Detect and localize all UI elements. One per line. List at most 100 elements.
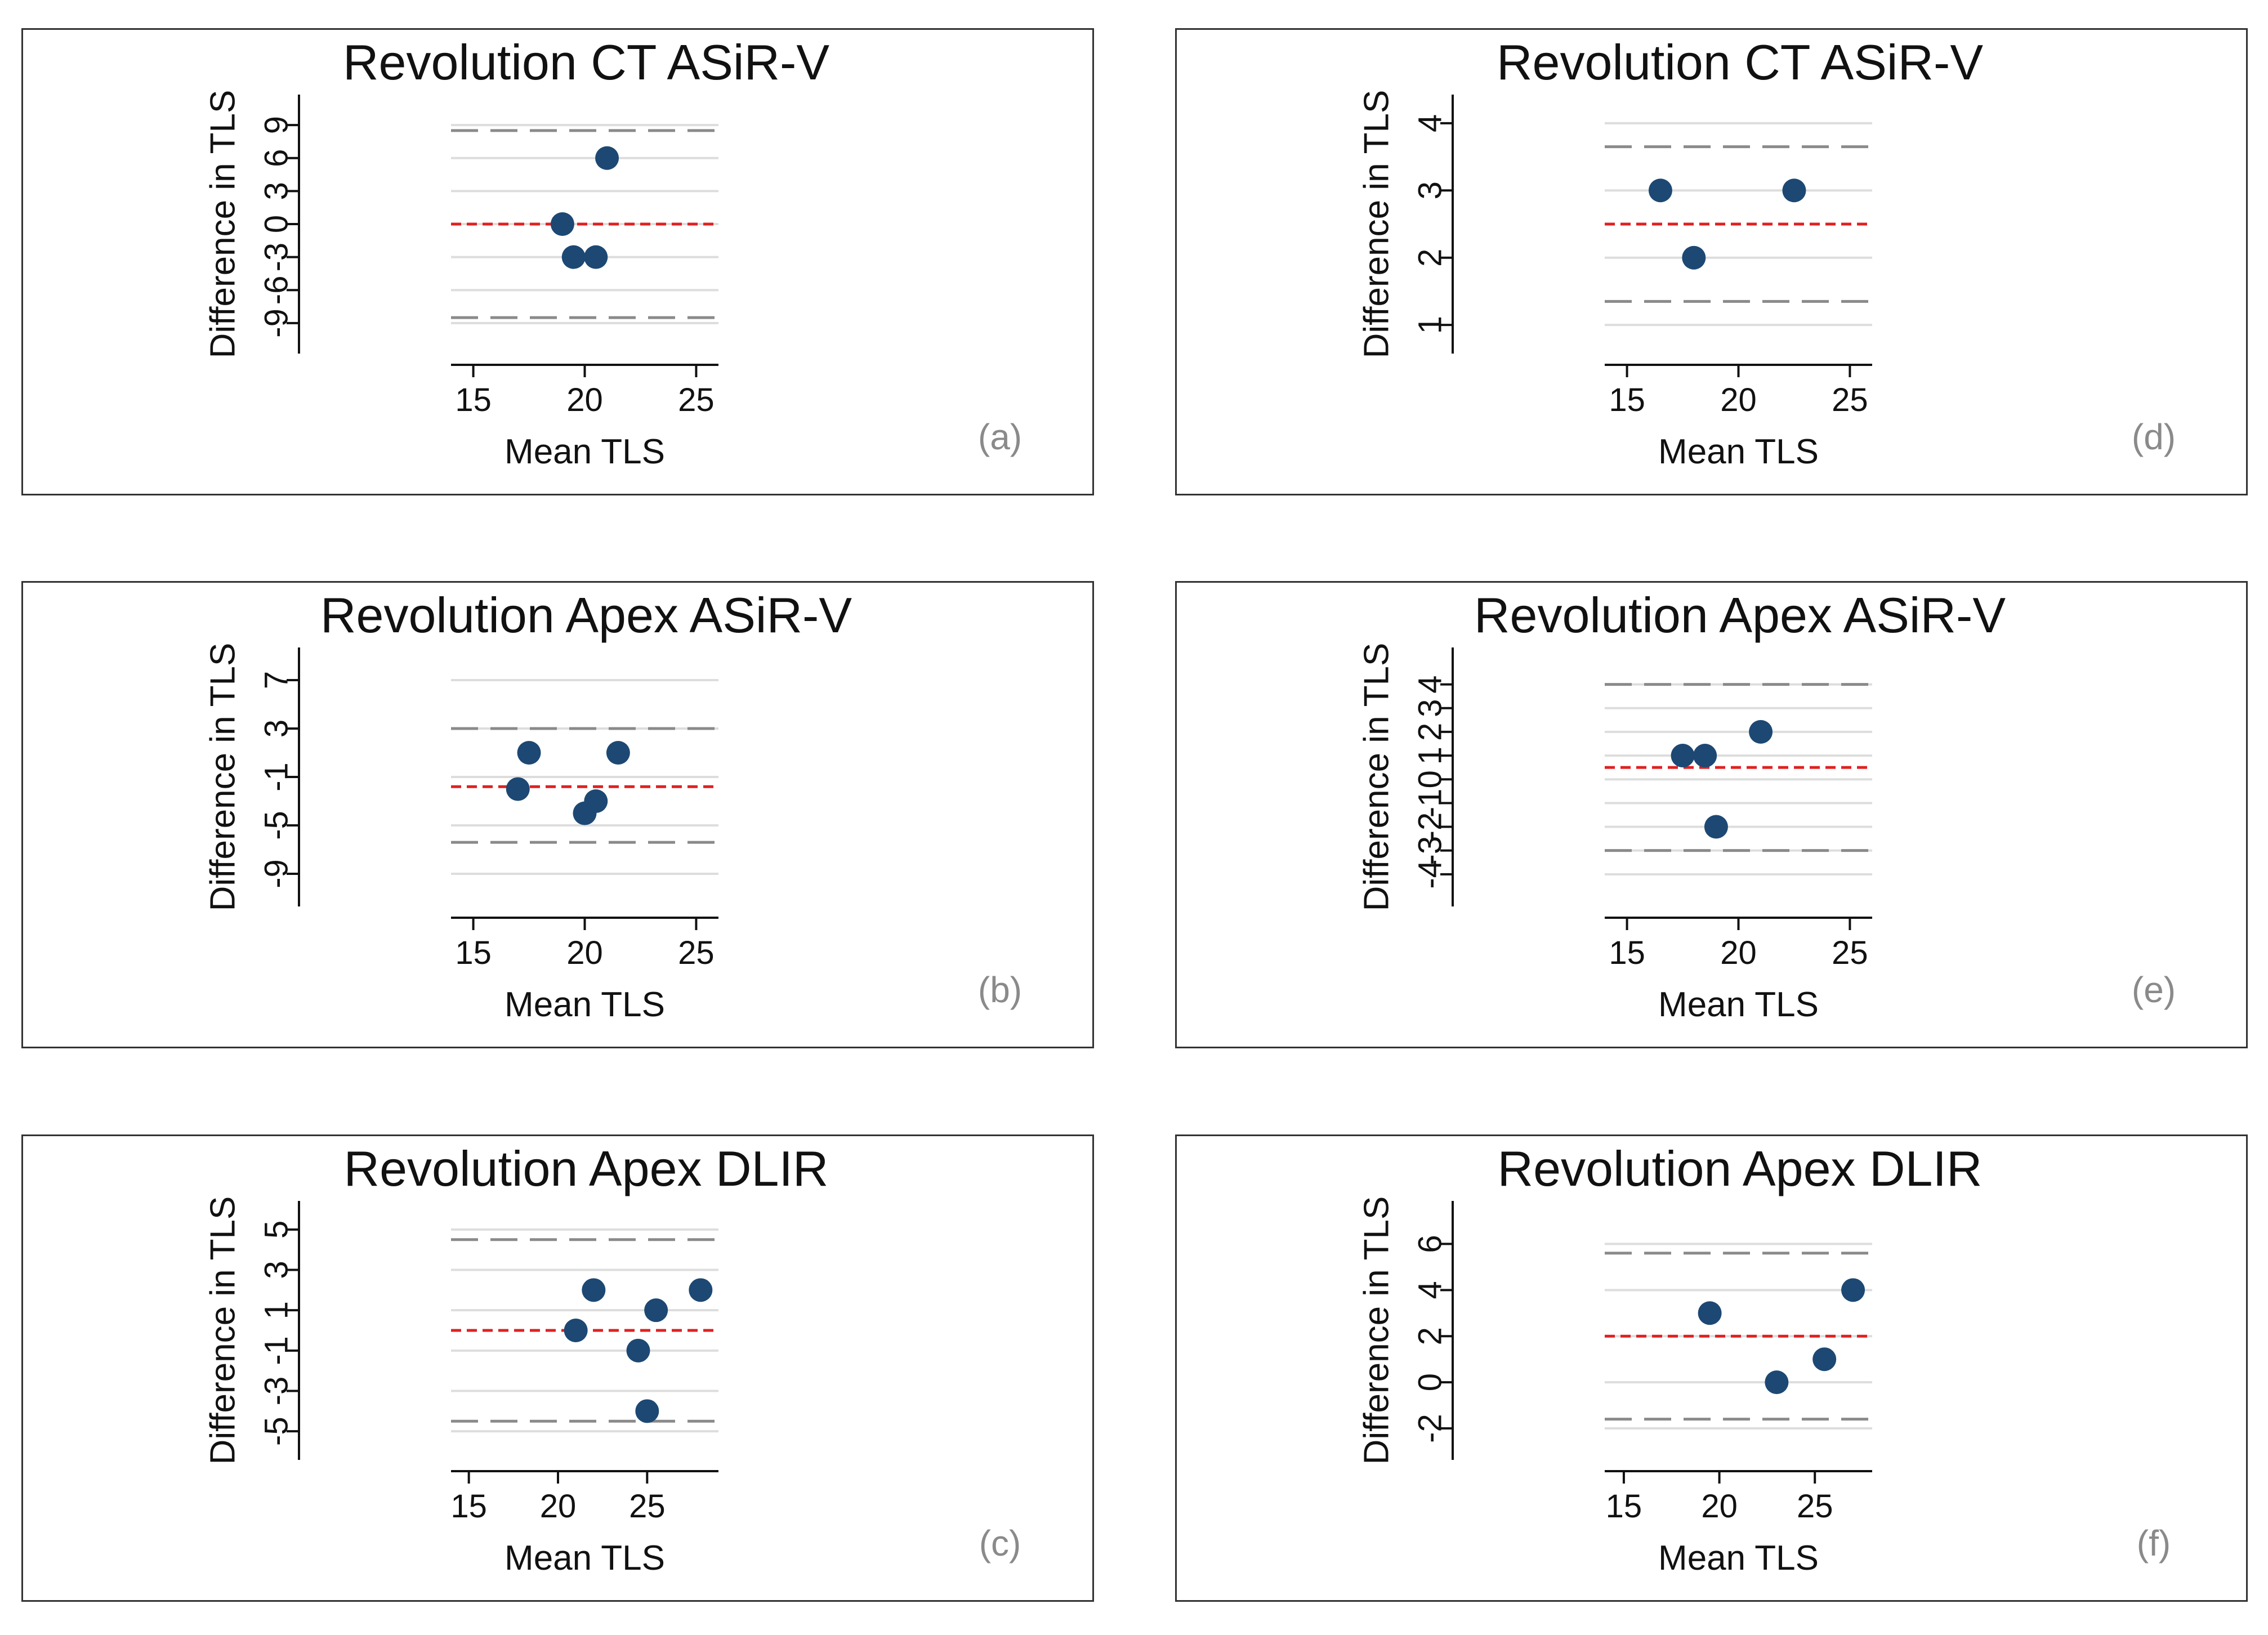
panel-label: (b) <box>978 970 1022 1010</box>
data-point <box>1841 1278 1865 1302</box>
panel-label: (f) <box>2137 1523 2171 1563</box>
data-point <box>573 801 597 825</box>
data-point <box>595 146 619 170</box>
y-tick-label: 4 <box>1412 1281 1449 1299</box>
chart-panel-a: Revolution CT ASiR-V -9 -6 -3 0 3 6 9 Difference… <box>21 28 1094 495</box>
data-point <box>1648 178 1672 203</box>
chart-title: Revolution Apex DLIR <box>344 1141 829 1196</box>
data-point <box>1704 815 1728 839</box>
y-tick-label: 2 <box>1412 1327 1449 1345</box>
y-tick-label: 1 <box>1412 316 1449 334</box>
data-point <box>1693 744 1717 768</box>
y-tick-label: 3 <box>258 720 295 738</box>
y-tick-label: 4 <box>1412 675 1449 693</box>
data-point <box>1671 744 1695 768</box>
y-tick-label: 3 <box>258 182 295 200</box>
data-point <box>626 1338 650 1362</box>
y-tick-label: 0 <box>258 215 295 233</box>
x-tick-label: 20 <box>1720 382 1757 418</box>
data-point <box>1812 1347 1837 1372</box>
y-tick-label: 5 <box>258 1221 295 1239</box>
x-tick-label: 20 <box>1701 1488 1738 1525</box>
y-tick-label: -2 <box>1412 1414 1449 1443</box>
y-tick-label: -1 <box>258 762 295 792</box>
y-tick-label: 3 <box>258 1261 295 1279</box>
y-tick-label: -5 <box>258 1417 295 1446</box>
data-point <box>506 777 530 801</box>
chart-panel-e: Revolution Apex ASiR-V -4 -3 -2 -1 0 1 2 3 4 Diffe… <box>1175 581 2248 1048</box>
data-point <box>1782 178 1806 203</box>
y-axis-label: Difference in TLS <box>204 643 243 912</box>
chart-title: Revolution Apex ASiR-V <box>1474 587 2006 643</box>
chart-panel-c: Revolution Apex DLIR -5 -3 -1 1 3 5 Difference … <box>21 1134 1094 1602</box>
data-point <box>689 1278 713 1302</box>
x-tick-label: 25 <box>1797 1488 1833 1525</box>
chart-svg: Revolution Apex DLIR -5 -3 -1 1 3 5 Difference … <box>204 1141 1021 1578</box>
data-point <box>582 1278 606 1302</box>
x-tick-label: 25 <box>678 382 715 418</box>
chart-panel-d: Revolution CT ASiR-V 1 2 3 4 Difference in TL… <box>1175 28 2248 495</box>
y-tick-label: -3 <box>258 243 295 272</box>
y-axis-label: Difference in TLS <box>1358 1196 1396 1465</box>
x-tick-label: 25 <box>1832 382 1868 418</box>
chart-svg: Revolution CT ASiR-V -9 -6 -3 0 3 6 9 Difference… <box>204 34 1023 471</box>
data-point <box>635 1399 659 1423</box>
y-tick-label: 2 <box>1412 723 1449 741</box>
y-tick-label: -3 <box>258 1377 295 1406</box>
y-tick-label: 3 <box>1412 181 1449 199</box>
data-point <box>1682 245 1706 270</box>
y-tick-label: 4 <box>1412 114 1449 132</box>
chart-title: Revolution CT ASiR-V <box>343 34 829 90</box>
data-point <box>1749 720 1773 744</box>
data-point <box>1698 1301 1722 1325</box>
data-point <box>550 212 574 236</box>
y-tick-label: 7 <box>258 671 295 689</box>
x-tick-label: 20 <box>1720 935 1757 971</box>
data-point <box>584 245 608 269</box>
x-axis-label: Mean TLS <box>505 985 665 1024</box>
chart-panel-b: Revolution Apex ASiR-V -9 -5 -1 3 7 Difference… <box>21 581 1094 1048</box>
data-point <box>564 1319 588 1342</box>
chart-svg: Revolution Apex DLIR -2 0 2 4 6 Difference in … <box>1358 1141 2171 1578</box>
x-tick-label: 15 <box>1606 1488 1642 1525</box>
chart-title: Revolution CT ASiR-V <box>1497 34 1983 90</box>
y-tick-label: -1 <box>1412 789 1449 818</box>
y-tick-label: 6 <box>258 149 295 167</box>
y-tick-label: 2 <box>1412 249 1449 267</box>
y-axis-label: Difference in TLS <box>1358 643 1396 912</box>
chart-title: Revolution Apex ASiR-V <box>320 587 852 643</box>
x-tick-label: 25 <box>1832 935 1868 971</box>
chart-svg: Revolution Apex ASiR-V -9 -5 -1 3 7 Difference… <box>204 587 1023 1024</box>
x-tick-label: 15 <box>455 935 492 971</box>
y-axis-label: Difference in TLS <box>204 90 243 359</box>
y-tick-label: 3 <box>1412 699 1449 717</box>
y-tick-label: -3 <box>1412 836 1449 865</box>
y-tick-label: -2 <box>1412 812 1449 842</box>
panel-label: (e) <box>2132 970 2176 1010</box>
x-axis-label: Mean TLS <box>1658 985 1819 1024</box>
x-axis-label: Mean TLS <box>1658 432 1819 471</box>
y-tick-label: -5 <box>258 811 295 840</box>
y-tick-label: -1 <box>258 1336 295 1365</box>
y-tick-label: -9 <box>258 309 295 338</box>
x-tick-label: 15 <box>450 1488 487 1525</box>
y-tick-label: -4 <box>1412 860 1449 889</box>
x-axis-label: Mean TLS <box>505 432 665 471</box>
chart-panel-f: Revolution Apex DLIR -2 0 2 4 6 Difference in … <box>1175 1134 2248 1602</box>
y-axis-label: Difference in TLS <box>1358 90 1396 359</box>
y-tick-label: 0 <box>1412 1373 1449 1391</box>
chart-svg: Revolution Apex ASiR-V -4-3-2-10 1 2 3 4 Diffe… <box>1358 587 2176 1024</box>
x-tick-label: 15 <box>1609 382 1645 418</box>
x-axis-label: Mean TLS <box>1658 1539 1819 1578</box>
data-point <box>606 741 630 765</box>
y-tick-label: -6 <box>258 275 295 305</box>
x-tick-label: 15 <box>455 382 492 418</box>
data-point <box>561 245 586 269</box>
y-tick-label: 1 <box>1412 747 1449 765</box>
x-tick-label: 15 <box>1609 935 1645 971</box>
x-tick-label: 20 <box>566 382 603 418</box>
panel-label: (a) <box>978 417 1022 457</box>
y-tick-label: 1 <box>258 1301 295 1319</box>
y-tick-label: 9 <box>258 116 295 134</box>
data-point <box>517 741 541 765</box>
